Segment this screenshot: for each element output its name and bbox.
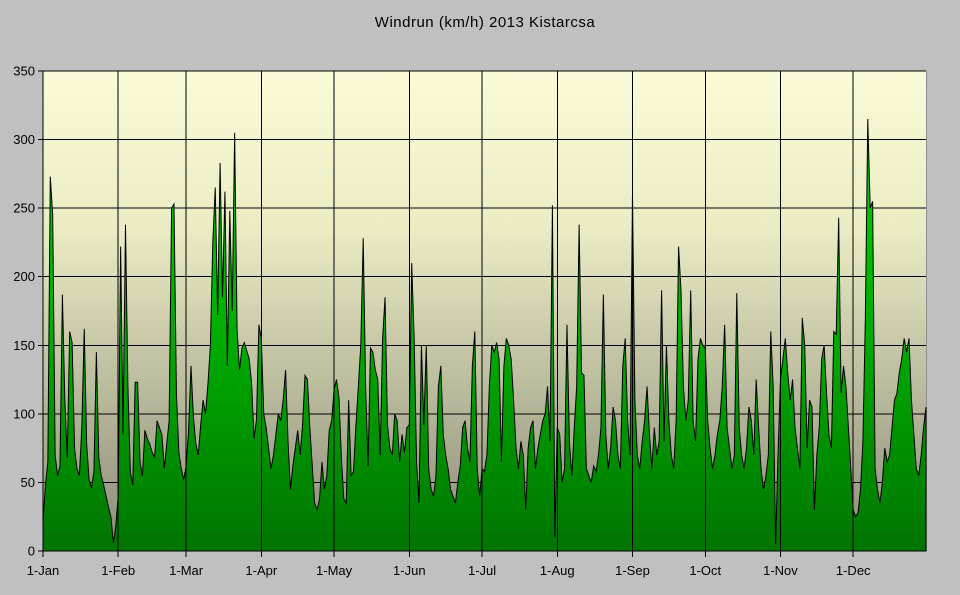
y-tick-label: 200	[13, 269, 35, 284]
x-tick-label: 1-Aug	[540, 563, 575, 578]
y-tick-label: 300	[13, 132, 35, 147]
x-tick-label: 1-Sep	[615, 563, 650, 578]
y-tick-label: 350	[13, 64, 35, 79]
x-tick-label: 1-Mar	[169, 563, 204, 578]
plot-area: 0 50 100 150 200 250 300 350 1-Jan 1-Feb 1-Mar 1-Ap…	[13, 64, 927, 578]
x-tick-label: 1-Apr	[245, 563, 277, 578]
y-tick-label: 50	[21, 475, 35, 490]
x-tick-label: 1-Jan	[27, 563, 60, 578]
x-tick-label: 1-Dec	[836, 563, 871, 578]
y-tick-labels: 0 50 100 150 200 250 300 350	[13, 64, 35, 559]
y-tick-label: 150	[13, 338, 35, 353]
y-tick-label: 0	[28, 544, 35, 559]
chart-title: Windrun (km/h) 2013 Kistarcsa	[374, 14, 596, 31]
x-tick-label: 1-Nov	[763, 563, 798, 578]
y-tick-label: 100	[13, 406, 35, 421]
x-tick-label: 1-Jul	[468, 563, 496, 578]
y-tick-label: 250	[13, 201, 35, 216]
x-tick-label: 1-Jun	[393, 563, 426, 578]
vertical-gridlines	[117, 71, 854, 551]
x-tick-labels: 1-Jan 1-Feb 1-Mar 1-Apr 1-May 1-Jun 1-Jul 1-Aug…	[27, 563, 871, 578]
x-tick-label: 1-Feb	[101, 563, 135, 578]
x-tick-label: 1-May	[316, 563, 353, 578]
axes	[38, 70, 926, 557]
x-tick-label: 1-Oct	[689, 563, 721, 578]
